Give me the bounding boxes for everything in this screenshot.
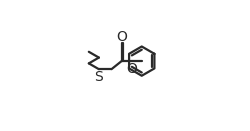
- Text: O: O: [116, 30, 127, 44]
- Text: S: S: [94, 70, 103, 84]
- Text: O: O: [126, 62, 137, 76]
